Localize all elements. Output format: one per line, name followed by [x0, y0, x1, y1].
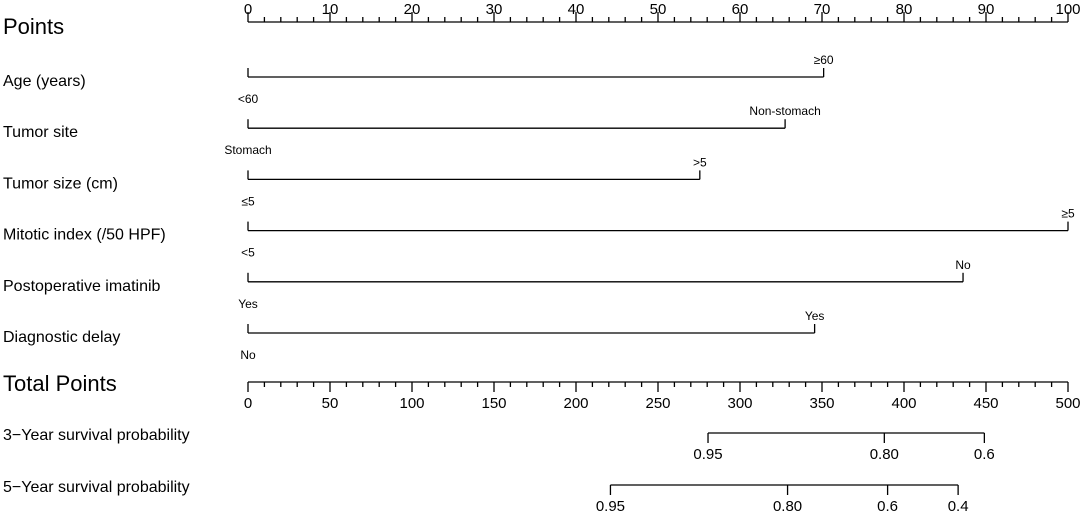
tick-label: 450 [973, 395, 998, 412]
tick-label: 150 [481, 395, 506, 412]
variable-name: Age (years) [3, 73, 86, 90]
variable-name: Mitotic index (/50 HPF) [3, 227, 166, 244]
level-label: Non-stomach [749, 104, 820, 118]
tick-label: 400 [891, 395, 916, 412]
variable-name: Diagnostic delay [3, 329, 120, 346]
tick-label: 80 [896, 1, 913, 18]
tick-label: 60 [732, 1, 749, 18]
tick-label: 0.6 [974, 446, 995, 463]
tick-label: 0.95 [693, 446, 722, 463]
tick-label: 40 [568, 1, 585, 18]
level-label: ≥60 [814, 53, 834, 67]
tick-label: 0 [244, 395, 252, 412]
tick-label: 50 [650, 1, 667, 18]
level-label: <5 [241, 246, 255, 260]
tick-label: 350 [809, 395, 834, 412]
tick-label: 70 [814, 1, 831, 18]
tick-label: 200 [563, 395, 588, 412]
axis-title: 5−Year survival probability [3, 479, 190, 496]
level-label: Yes [805, 309, 825, 323]
axis-title: 3−Year survival probability [3, 427, 190, 444]
axis-title: Total Points [3, 371, 117, 396]
tick-label: 10 [322, 1, 339, 18]
level-label: No [240, 348, 256, 362]
tick-label: 50 [322, 395, 339, 412]
level-label: >5 [693, 155, 707, 169]
tick-label: 100 [1055, 1, 1080, 18]
tick-label: 30 [486, 1, 503, 18]
variable-name: Postoperative imatinib [3, 278, 161, 295]
variable-name: Tumor site [3, 124, 78, 141]
tick-label: 0.80 [773, 498, 802, 512]
level-label: No [955, 258, 971, 272]
variable-name: Tumor size (cm) [3, 175, 118, 192]
tick-label: 0.6 [877, 498, 898, 512]
tick-label: 0 [244, 1, 252, 18]
tick-label: 0.80 [870, 446, 899, 463]
tick-label: 300 [727, 395, 752, 412]
tick-label: 0.95 [596, 498, 625, 512]
tick-label: 20 [404, 1, 421, 18]
level-label: ≥5 [1061, 207, 1075, 221]
level-label: Yes [238, 297, 258, 311]
level-label: ≤5 [241, 194, 255, 208]
tick-label: 100 [399, 395, 424, 412]
tick-label: 90 [978, 1, 995, 18]
tick-label: 250 [645, 395, 670, 412]
level-label: Stomach [224, 143, 271, 157]
level-label: <60 [238, 92, 259, 106]
tick-label: 0.4 [948, 498, 969, 512]
axis-title: Points [3, 14, 64, 39]
tick-label: 500 [1055, 395, 1080, 412]
